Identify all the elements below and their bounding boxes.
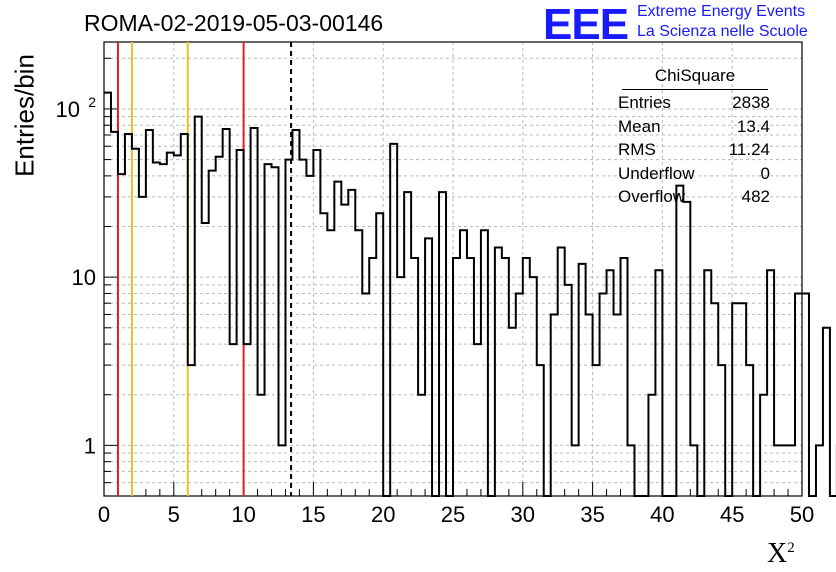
histogram-bin: [676, 186, 683, 496]
histogram-bin: [746, 365, 753, 496]
histogram-bin: [739, 303, 746, 496]
histogram-bin: [167, 153, 174, 496]
histogram-bin: [551, 314, 558, 496]
histogram-bin: [823, 328, 830, 496]
stats-box: ChiSquare Entries 2838 Mean 13.4 RMS 11.24 …: [612, 66, 778, 209]
histogram-bin: [327, 230, 334, 496]
y-tick-label-exponent: 2: [88, 94, 96, 110]
histogram-bin: [313, 150, 320, 496]
histogram-bin: [530, 277, 537, 496]
histogram-bin: [153, 163, 160, 496]
histogram-bin: [683, 202, 690, 496]
y-tick-label: 10: [72, 265, 96, 290]
histogram-bin: [802, 293, 809, 496]
histogram-bin: [139, 197, 146, 496]
stats-row-underflow: Underflow 0: [618, 163, 770, 183]
x-tick-label: 50: [790, 502, 814, 527]
histogram-bin: [565, 285, 572, 496]
histogram-bin: [160, 164, 167, 496]
x-tick-label: 30: [511, 502, 535, 527]
histogram-bin: [376, 213, 383, 496]
stats-title: ChiSquare: [622, 66, 768, 90]
histogram-bin: [481, 230, 488, 496]
histogram-bin: [223, 129, 230, 496]
x-tick-label: 10: [231, 502, 255, 527]
x-tick-label: 5: [168, 502, 180, 527]
x-tick-label: 25: [441, 502, 465, 527]
x-tick-label: 0: [98, 502, 110, 527]
histogram-bin: [348, 190, 355, 496]
histogram-bin: [537, 365, 544, 496]
x-tick-label: 45: [720, 502, 744, 527]
histogram-bin: [237, 150, 244, 496]
histogram-bin: [474, 344, 481, 496]
stats-row-entries: Entries 2838: [618, 93, 770, 112]
histogram-bin: [816, 445, 823, 496]
histogram-bin: [195, 117, 202, 496]
x-tick-label: 35: [580, 502, 604, 527]
histogram-bin: [230, 344, 237, 496]
stats-row-mean: Mean 13.4: [618, 116, 770, 136]
stats-row-overflow: Overflow 482: [618, 187, 770, 206]
histogram-bin: [586, 314, 593, 496]
histogram-bin: [334, 182, 341, 496]
histogram-bin: [355, 230, 362, 496]
histogram-bin: [272, 167, 279, 496]
histogram-bin: [265, 164, 272, 496]
histogram-bin: [306, 176, 313, 496]
histogram-bin: [292, 130, 299, 496]
histogram-bin: [732, 303, 739, 496]
histogram-bin: [460, 230, 467, 496]
histogram-bin: [104, 93, 111, 496]
x-tick-label: 20: [371, 502, 395, 527]
histogram-bin: [111, 132, 118, 496]
histogram-bin: [188, 365, 195, 496]
histogram-bin: [341, 205, 348, 496]
histogram-bin: [509, 328, 516, 496]
histogram-bin: [718, 365, 725, 496]
histogram-bin: [614, 314, 621, 496]
logo-line-1: Extreme Energy Events: [637, 3, 806, 20]
y-tick-label: 10: [56, 97, 80, 122]
eee-logo: EEE: [543, 0, 629, 49]
chart-title: ROMA-02-2019-05-03-00146: [84, 10, 384, 36]
x-tick-label: 40: [650, 502, 674, 527]
histogram-bin: [244, 344, 251, 496]
histogram-bin: [146, 130, 153, 496]
histogram-bin: [125, 134, 132, 496]
histogram-bin: [320, 213, 327, 496]
histogram-bin: [593, 365, 600, 496]
stats-row-rms: RMS 11.24: [618, 140, 770, 159]
histogram-bin: [202, 223, 209, 496]
histogram-bin: [711, 303, 718, 496]
histogram-bin: [209, 171, 216, 496]
y-axis-label: Entries/bin: [9, 54, 40, 177]
x-tick-label: 15: [301, 502, 325, 527]
histogram-bin: [132, 149, 139, 496]
histogram-bin: [251, 128, 258, 496]
logo-line-2: La Scienza nelle Scuole: [637, 23, 808, 40]
histogram-bin: [397, 277, 404, 496]
y-tick-label: 1: [84, 433, 96, 458]
x-axis-label: X2: [767, 538, 795, 569]
histogram-bin: [181, 134, 188, 496]
histogram-bin: [118, 174, 125, 496]
histogram-line: [104, 91, 836, 497]
